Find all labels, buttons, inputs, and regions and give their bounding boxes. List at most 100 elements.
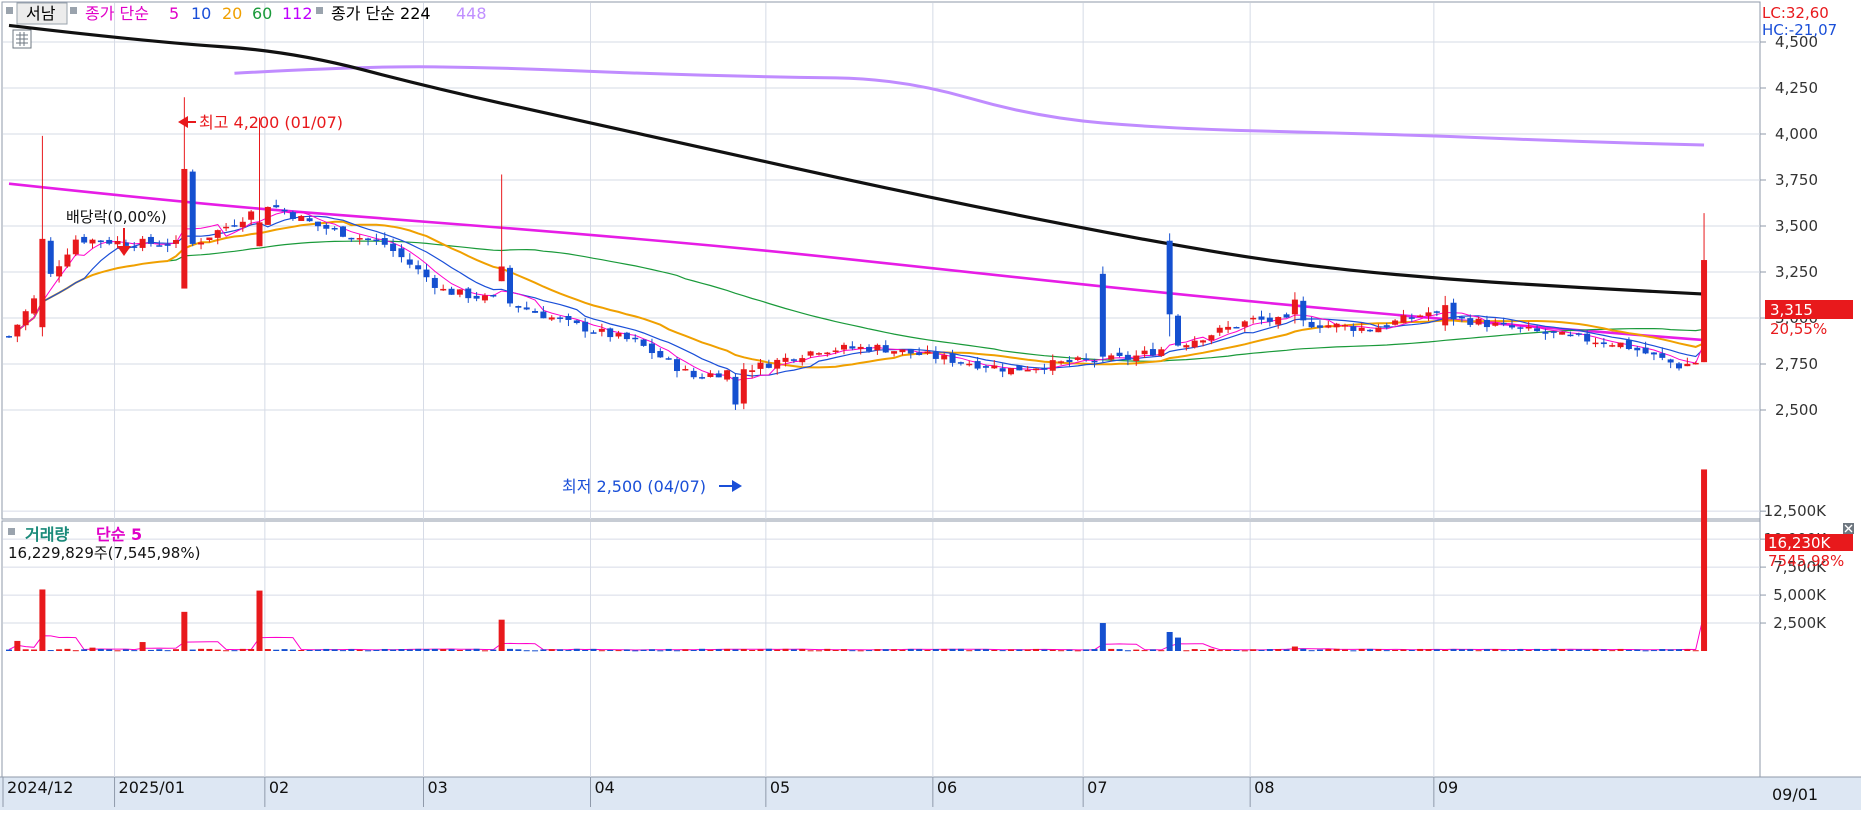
volume-bar <box>1600 649 1607 651</box>
candle-body <box>22 311 29 326</box>
volume-bar <box>974 649 981 651</box>
candle-body <box>81 236 88 243</box>
volume-bar <box>314 649 321 651</box>
candle-body <box>732 376 739 405</box>
volume-bar <box>924 649 931 651</box>
candle-body <box>648 343 655 354</box>
volume-bar <box>1175 637 1181 651</box>
candle-body <box>932 352 939 359</box>
candle-body <box>665 358 672 360</box>
candle-body <box>390 243 397 251</box>
candle-body <box>757 362 764 369</box>
month-label: 09 <box>1438 778 1458 797</box>
candle-body <box>582 321 589 332</box>
legend-marker <box>6 7 13 14</box>
volume-bar <box>1383 650 1390 652</box>
volume-tick-label: 5,000K <box>1773 586 1827 604</box>
candle-body <box>1099 273 1106 357</box>
candle-body <box>1383 325 1390 327</box>
ma-448-line <box>234 65 1705 147</box>
volume-bar <box>1500 650 1507 652</box>
candle-body <box>749 370 756 372</box>
candle-body <box>314 221 321 227</box>
volume-bar <box>557 649 564 651</box>
volume-bar <box>1074 650 1081 652</box>
candle-body <box>1433 311 1440 313</box>
candle-body <box>590 332 597 334</box>
ma-legend-title[interactable]: 종가 단순 <box>85 4 149 23</box>
candle-body <box>147 236 154 244</box>
candle-body <box>473 295 480 299</box>
volume-bar <box>1041 649 1048 651</box>
candle-body <box>1701 260 1708 363</box>
candle-body <box>941 355 948 360</box>
candle-body <box>1375 327 1382 333</box>
candle-body <box>122 242 129 246</box>
candle-body <box>415 265 422 270</box>
volume-bar <box>373 649 380 651</box>
candle-body <box>1091 360 1098 363</box>
ma-period-112[interactable]: 112 <box>282 4 313 23</box>
volume-bar <box>815 650 822 652</box>
volume-bar <box>1033 648 1040 651</box>
volume-ma-title[interactable]: 단순 5 <box>96 525 142 544</box>
candle-body <box>173 240 179 244</box>
volume-title[interactable]: 거래량 <box>25 525 69 544</box>
candle-body <box>1592 342 1599 345</box>
ma-period-448[interactable]: 448 <box>456 4 487 23</box>
volume-bar <box>1650 650 1657 652</box>
candle-body <box>1275 317 1282 325</box>
candle-body <box>1008 368 1014 375</box>
volume-bar <box>39 589 46 651</box>
candle-body <box>31 298 38 314</box>
ma-224-legend[interactable]: 종가 단순 224 <box>331 4 431 23</box>
candle-body <box>1650 352 1657 355</box>
ma-period-10[interactable]: 10 <box>191 4 211 23</box>
lc-value: LC:32,60 <box>1762 4 1829 22</box>
volume-bar <box>173 649 179 651</box>
volume-bar <box>1049 649 1056 651</box>
volume-bar <box>473 648 480 651</box>
volume-bar <box>139 642 146 651</box>
volume-bar <box>356 649 363 651</box>
price-tick-label: 3,250 <box>1775 263 1818 281</box>
candle-body <box>448 288 455 295</box>
candle-body <box>841 344 847 350</box>
candle-body <box>916 352 923 355</box>
volume-bar <box>1291 646 1298 651</box>
volume-bar <box>1108 648 1115 651</box>
volume-bar <box>1091 649 1098 651</box>
volume-bar <box>1308 650 1315 652</box>
candle-body <box>815 353 822 355</box>
volume-bar <box>740 649 747 651</box>
stock-name-box[interactable] <box>16 2 68 25</box>
ma-period-20[interactable]: 20 <box>222 4 242 23</box>
legend-marker <box>70 7 77 14</box>
candle-body <box>557 317 564 319</box>
candle-body <box>1333 323 1340 328</box>
candle-body <box>97 240 104 243</box>
volume-bar <box>1225 649 1232 651</box>
stock-name[interactable]: 서남 <box>26 4 56 23</box>
volume-bar <box>1534 648 1541 651</box>
volume-bar <box>682 649 689 651</box>
volume-bar <box>1099 623 1106 651</box>
candle-body <box>1500 322 1507 325</box>
time-axis-right-label: 09/01 <box>1772 785 1818 804</box>
volume-bar <box>1417 648 1424 651</box>
ma-period-60[interactable]: 60 <box>252 4 272 23</box>
ma-period-5[interactable]: 5 <box>169 4 179 23</box>
volume-bar <box>156 649 163 651</box>
candle-body <box>89 239 96 244</box>
volume-bar <box>223 650 230 652</box>
volume-bar <box>406 649 413 651</box>
candle-body <box>782 357 789 362</box>
volume-bar <box>891 649 898 651</box>
month-label: 08 <box>1254 778 1274 797</box>
candle-body <box>231 225 238 227</box>
candle-body <box>406 259 413 265</box>
volume-bar <box>623 649 630 651</box>
volume-bar <box>1408 649 1415 651</box>
candle-body <box>1116 352 1123 356</box>
